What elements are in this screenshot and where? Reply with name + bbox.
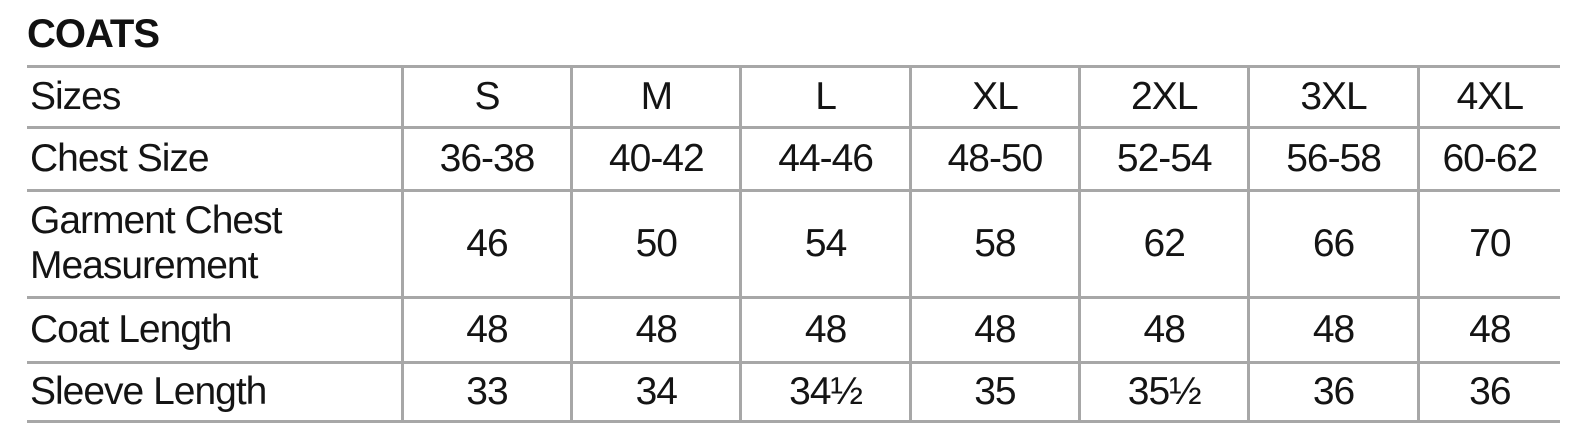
table-cell: 48 — [570, 296, 743, 364]
page-title: COATS — [27, 12, 160, 56]
size-header-cell: L — [739, 65, 912, 129]
table-cell: 58 — [908, 189, 1082, 299]
row-label-garment-chest: Garment Chest Measurement — [27, 189, 404, 299]
table-cell: 35 — [908, 361, 1082, 423]
table-cell: 44-46 — [739, 126, 912, 192]
table-cell: 54 — [739, 189, 912, 299]
size-header-cell: S — [400, 65, 574, 129]
table-cell: 50 — [570, 189, 743, 299]
table-cell: 66 — [1247, 189, 1420, 299]
row-label-sleeve-length: Sleeve Length — [27, 361, 404, 423]
table-cell: 52-54 — [1078, 126, 1251, 192]
table-cell: 70 — [1416, 189, 1560, 299]
table-cell: 33 — [400, 361, 574, 423]
size-header-cell: 4XL — [1416, 65, 1560, 129]
row-label-coat-length: Coat Length — [27, 296, 404, 364]
size-chart-table: Sizes S M L XL 2XL 3XL 4XL Chest Size 36… — [27, 65, 1560, 423]
table-cell: 60-62 — [1416, 126, 1560, 192]
table-row-garment-chest: Garment Chest Measurement 46 50 54 58 62… — [27, 189, 1560, 299]
table-cell: 36 — [1416, 361, 1560, 423]
table-cell: 48 — [1247, 296, 1420, 364]
size-header-cell: 3XL — [1247, 65, 1420, 129]
table-cell: 48 — [1078, 296, 1251, 364]
table-cell: 36-38 — [400, 126, 574, 192]
size-header-cell: XL — [908, 65, 1082, 129]
table-row-sizes: Sizes S M L XL 2XL 3XL 4XL — [27, 65, 1560, 129]
row-label-sizes: Sizes — [27, 65, 404, 129]
table-cell: 56-58 — [1247, 126, 1420, 192]
table-cell: 34½ — [739, 361, 912, 423]
row-label-chest-size: Chest Size — [27, 126, 404, 192]
table-cell: 36 — [1247, 361, 1420, 423]
table-cell: 48-50 — [908, 126, 1082, 192]
table-cell: 48 — [400, 296, 574, 364]
table-cell: 46 — [400, 189, 574, 299]
table-cell: 48 — [1416, 296, 1560, 364]
table-row-chest-size: Chest Size 36-38 40-42 44-46 48-50 52-54… — [27, 126, 1560, 192]
table-cell: 35½ — [1078, 361, 1251, 423]
table-row-coat-length: Coat Length 48 48 48 48 48 48 48 — [27, 296, 1560, 364]
table-row-sleeve-length: Sleeve Length 33 34 34½ 35 35½ 36 36 — [27, 361, 1560, 423]
size-header-cell: M — [570, 65, 743, 129]
table-cell: 62 — [1078, 189, 1251, 299]
table-cell: 48 — [739, 296, 912, 364]
size-header-cell: 2XL — [1078, 65, 1251, 129]
table-cell: 48 — [908, 296, 1082, 364]
table-cell: 34 — [570, 361, 743, 423]
table-cell: 40-42 — [570, 126, 743, 192]
